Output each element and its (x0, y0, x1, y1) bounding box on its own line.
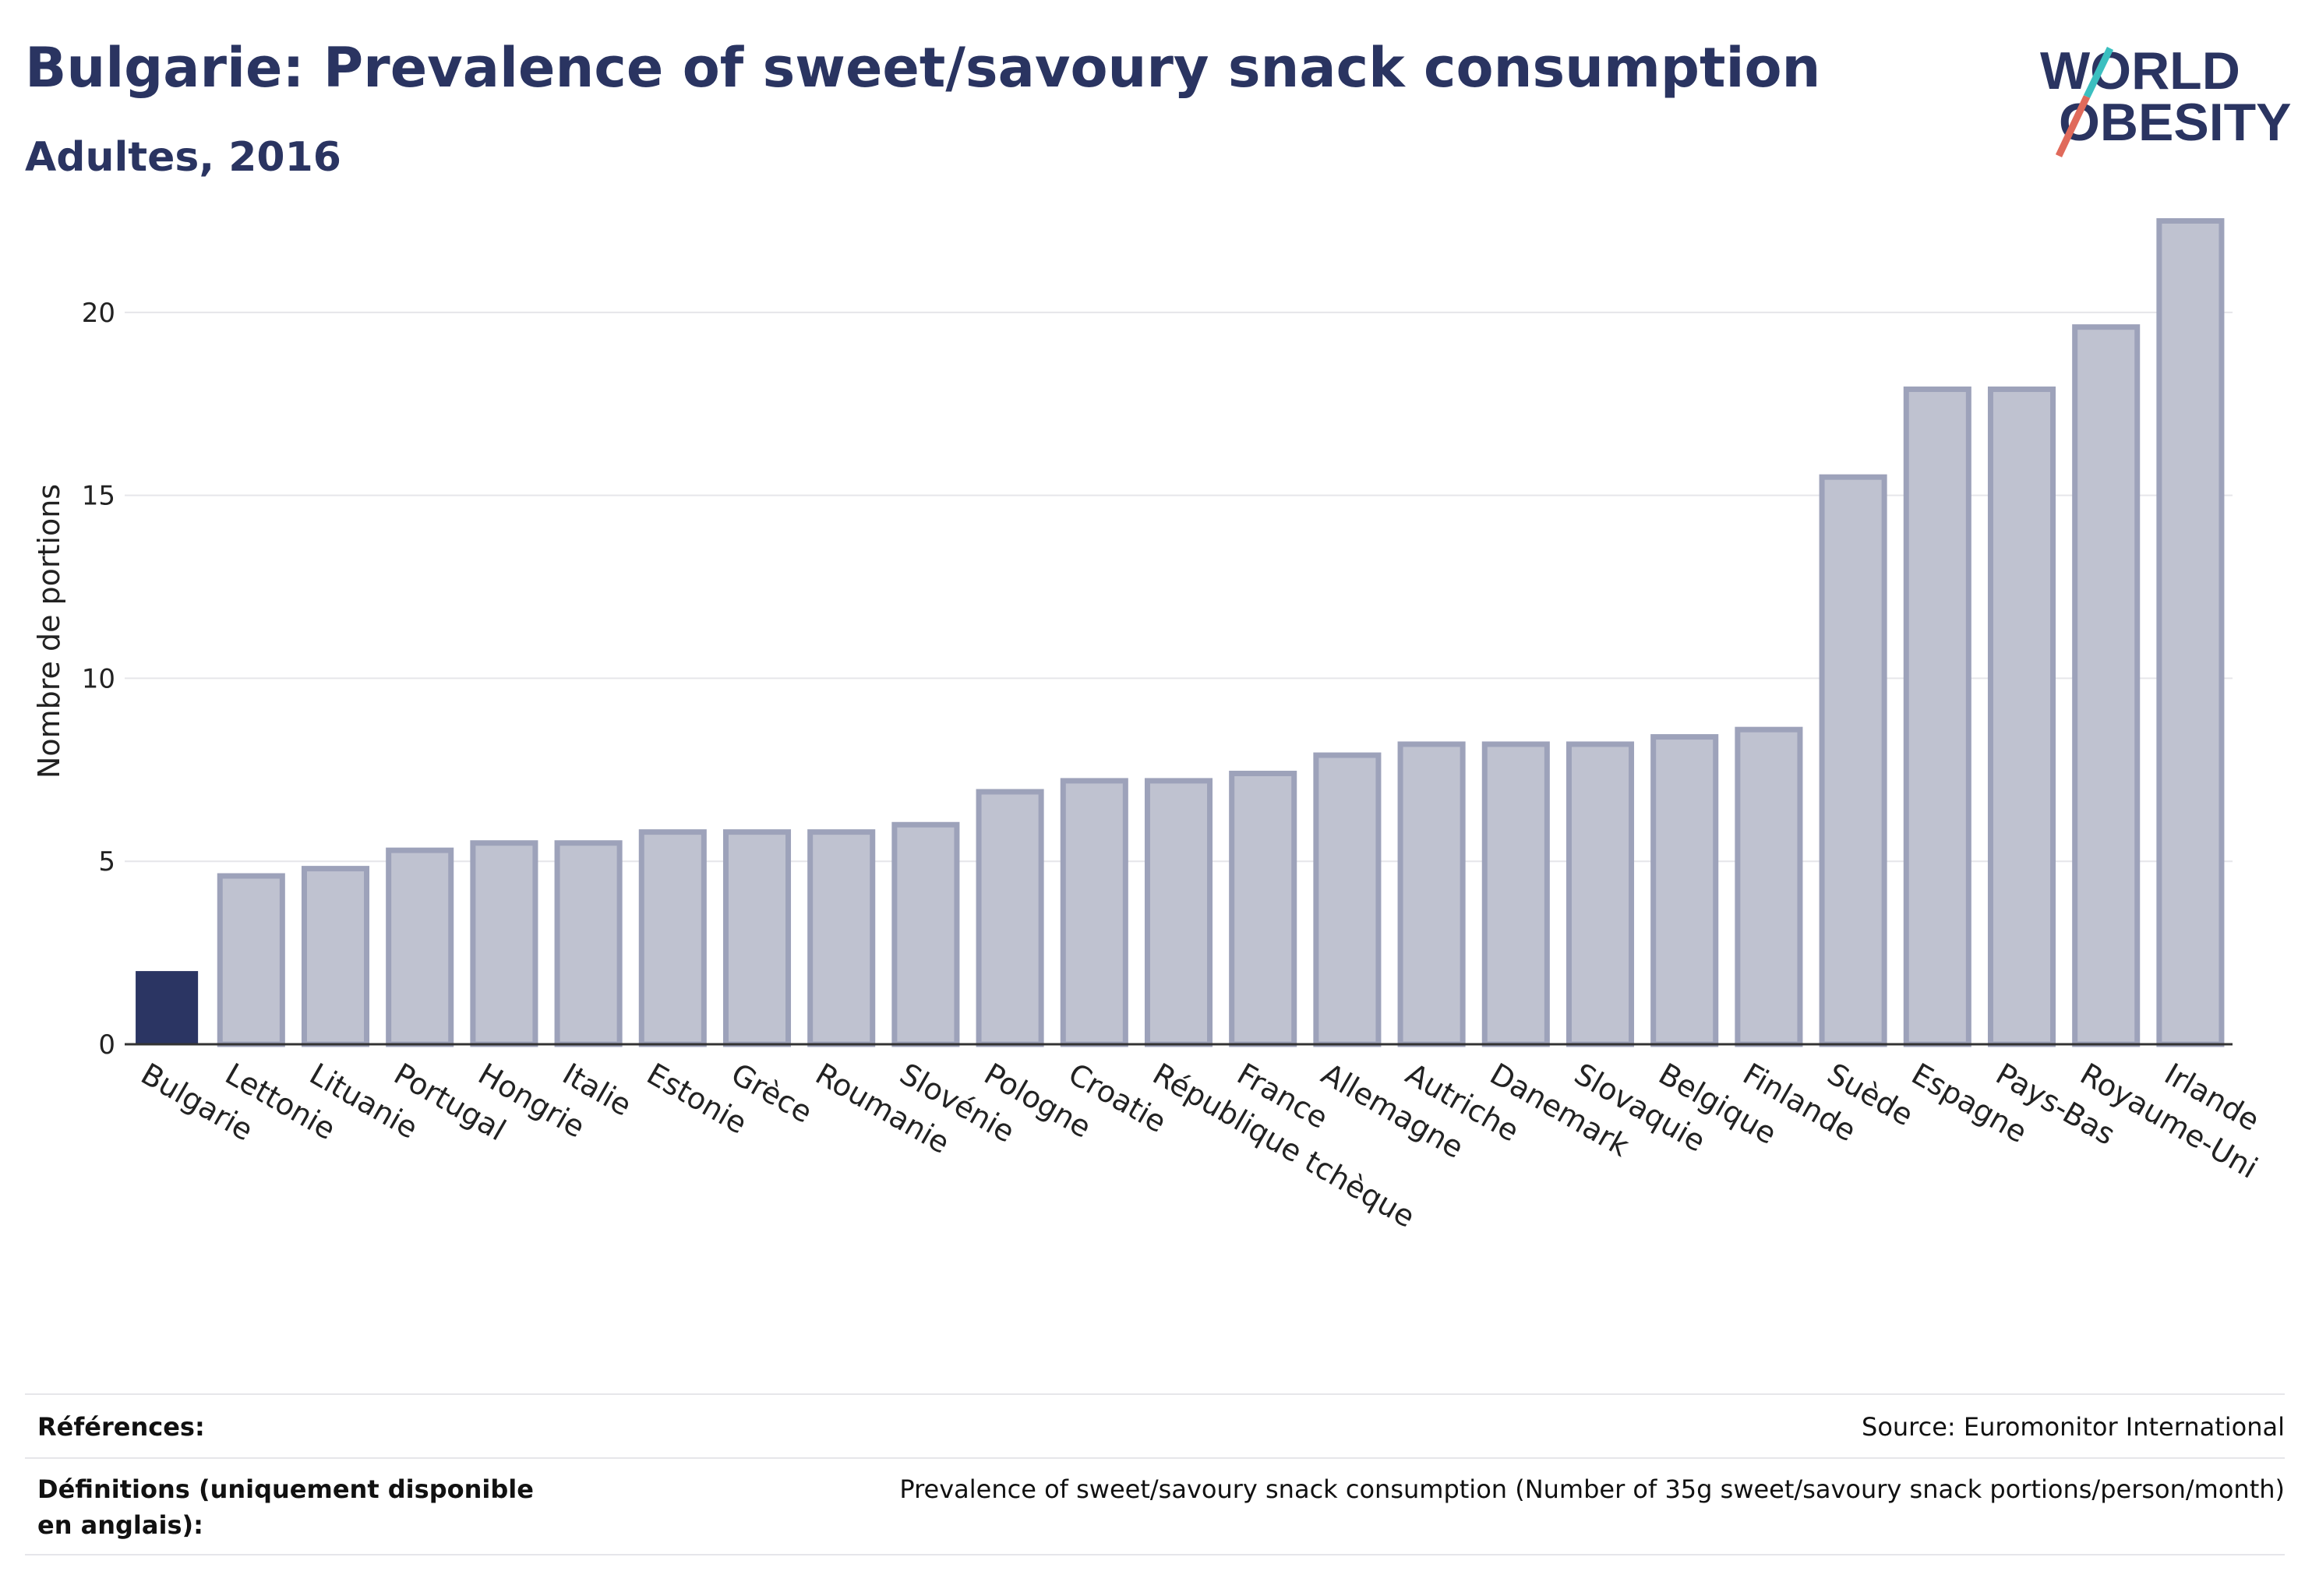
chart-subtitle: Adultes, 2016 (25, 134, 341, 181)
bar (1397, 741, 1466, 1047)
footer-bottom-divider (25, 1554, 2285, 1555)
bar (976, 789, 1044, 1047)
bar (1650, 734, 1719, 1047)
references-value: Source: Euromonitor International (1862, 1412, 2285, 1442)
bar (217, 873, 285, 1047)
y-tick-label: 20 (82, 298, 115, 329)
bar (638, 829, 707, 1047)
y-tick-label: 15 (82, 481, 115, 512)
y-tick-label: 0 (98, 1029, 115, 1061)
bar (136, 971, 199, 1044)
bar (470, 840, 538, 1047)
bar (1229, 771, 1297, 1047)
references-label: Références: (37, 1412, 205, 1442)
references-row: Références: Source: Euromonitor Internat… (25, 1393, 2285, 1459)
bar (1313, 752, 1382, 1047)
y-tick-label: 10 (82, 663, 115, 694)
logo-line-2: OBESITY (2059, 93, 2291, 152)
definitions-row: Définitions (uniquement disponible en an… (25, 1457, 2285, 1555)
bar (891, 821, 960, 1047)
bar (1144, 778, 1213, 1047)
definitions-value: Prevalence of sweet/savoury snack consum… (899, 1474, 2285, 1504)
logo-line-1: WORLD (2040, 41, 2240, 101)
bar (1735, 726, 1803, 1047)
bar (2156, 217, 2225, 1047)
bar (1987, 386, 2056, 1047)
bar (1903, 386, 1971, 1047)
bar (1060, 778, 1128, 1047)
bar (1565, 741, 1635, 1047)
y-axis-label: Nombre de portions (32, 484, 66, 779)
world-obesity-logo: WORLD OBESITY (2040, 41, 2291, 157)
logo-slash-red (2055, 95, 2091, 157)
logo-slash-teal (2083, 47, 2114, 98)
bar (1481, 741, 1550, 1047)
y-tick-label: 5 (98, 846, 115, 877)
bar (2072, 324, 2141, 1047)
bar (386, 847, 454, 1047)
definitions-label: Définitions (uniquement disponible en an… (37, 1474, 534, 1540)
bar (722, 829, 792, 1047)
chart-title: Bulgarie: Prevalence of sweet/savoury sn… (25, 36, 1821, 100)
bar (301, 866, 370, 1047)
bar (807, 829, 876, 1047)
bar (1819, 474, 1887, 1047)
bar (554, 840, 623, 1047)
